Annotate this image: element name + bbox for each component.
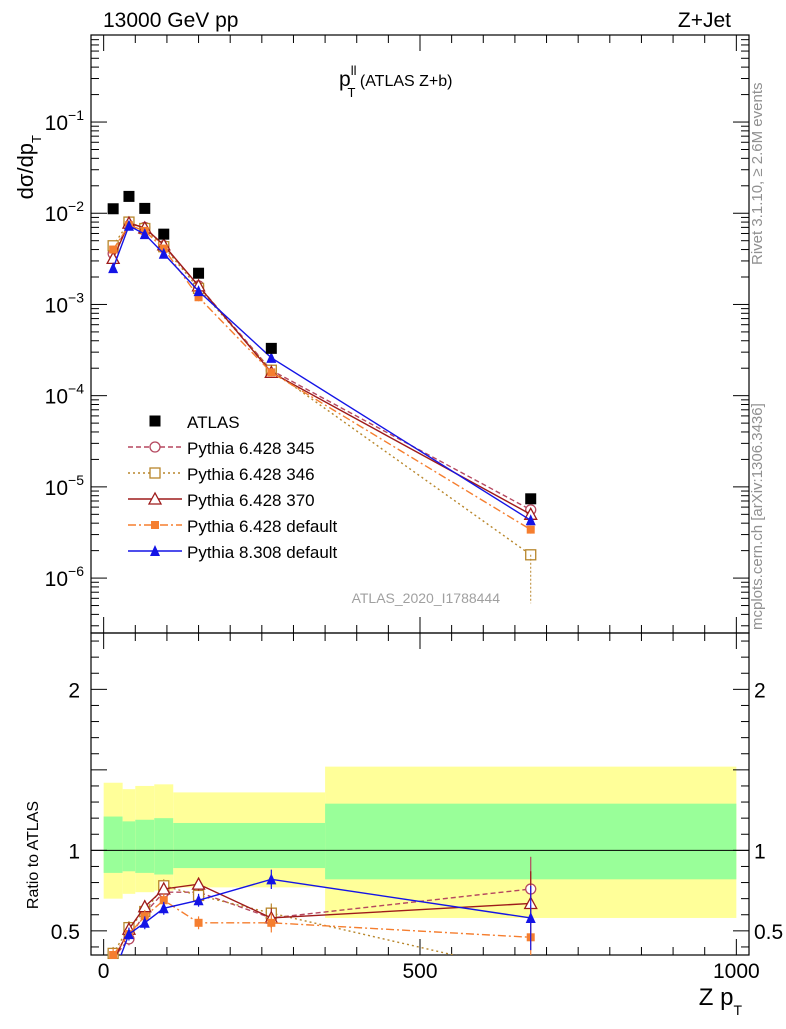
ratio-point xyxy=(267,918,276,927)
x-axis-label-sub: T xyxy=(733,1002,742,1018)
atlas-data-point xyxy=(139,202,151,214)
ratio-point xyxy=(139,916,150,928)
series-point xyxy=(267,368,276,377)
main-panel-marks xyxy=(106,190,538,604)
legend-entry: Pythia 6.428 346 xyxy=(128,465,315,484)
series-point xyxy=(139,228,150,240)
series-point xyxy=(109,245,118,254)
labels: 13000 GeV pp Z+Jet pll T (ATLAS Z+b) dσ/d… xyxy=(13,9,766,1018)
green-band-bin xyxy=(103,816,123,873)
legend-marker xyxy=(149,441,161,453)
legend-entry: Pythia 6.428 370 xyxy=(128,491,315,510)
x-axis-label: Z pT xyxy=(699,984,743,1018)
green-band-bin xyxy=(154,818,174,875)
y-tick-label: 10−2 xyxy=(45,198,85,226)
ratio-y-axis-label: Ratio to ATLAS xyxy=(25,801,42,909)
legend-entry: Pythia 8.308 default xyxy=(128,543,338,562)
legend-entry: Pythia 6.428 345 xyxy=(128,439,315,458)
legend: ATLAS Pythia 6.428 345 Pythia 6.428 346 Pyt… xyxy=(128,413,338,562)
header-right: Z+Jet xyxy=(678,9,731,32)
ratio-point xyxy=(193,894,204,906)
ratio-point xyxy=(158,902,169,914)
legend-label: Pythia 6.428 default xyxy=(187,517,338,536)
green-band-bin xyxy=(135,819,155,873)
ratio-y-tick-label-right: 0.5 xyxy=(754,921,783,944)
ratio-point xyxy=(109,951,118,959)
ratio-panel-marks xyxy=(107,856,538,960)
series-point xyxy=(158,247,169,259)
ratio-point xyxy=(123,928,134,940)
y-tick-label: 10−1 xyxy=(45,107,85,135)
ratio-y-tick-label-right: 2 xyxy=(754,679,766,702)
legend-marker xyxy=(151,521,159,529)
header-left: 13000 GeV pp xyxy=(103,9,238,32)
chart-title: pll T (ATLAS Z+b) xyxy=(339,63,452,100)
watermark: ATLAS_2020_I1788444 xyxy=(352,590,501,606)
ratio-point xyxy=(525,911,536,923)
rivet-label: Rivet 3.1.10, ≥ 2.6M events xyxy=(749,83,766,266)
legend-entry: Pythia 6.428 default xyxy=(128,517,338,536)
chart-title-sub: T xyxy=(347,85,355,100)
legend-label: Pythia 6.428 346 xyxy=(187,465,315,484)
ratio-panel-frame: 0 500 1000 0.5 0.5 1 1 2 2 xyxy=(51,632,783,983)
y-tick-label: 10−5 xyxy=(45,472,85,500)
ratio-y-tick-label-left: 0.5 xyxy=(51,921,80,944)
legend-label: Pythia 6.428 370 xyxy=(187,491,315,510)
series-point xyxy=(193,285,204,297)
legend-marker xyxy=(150,545,160,556)
x-axis-label-main: Z p xyxy=(699,984,734,1011)
chart-title-main: p xyxy=(339,68,351,91)
legend-label: Pythia 8.308 default xyxy=(187,543,338,562)
legend-label: ATLAS xyxy=(187,413,240,432)
atlas-data-point xyxy=(158,228,170,240)
main-panel-frame: 10−6 10−5 10−4 10−3 10−2 10−1 xyxy=(45,34,750,634)
chart-title-sup: ll xyxy=(351,63,357,78)
y-tick-label: 10−3 xyxy=(45,289,85,317)
atlas-data-point xyxy=(193,267,205,279)
ratio-y-tick-label-left: 1 xyxy=(68,840,80,863)
ratio-y-tick-label-right: 1 xyxy=(754,840,766,863)
series-point xyxy=(266,351,277,363)
series-point xyxy=(108,262,119,274)
main-y-axis-label-main: dσ/dp xyxy=(13,143,38,199)
atlas-data-point xyxy=(107,203,119,215)
mcplots-label: mcplots.cern.ch [arXiv:1306.3436] xyxy=(749,403,766,630)
y-tick-label: 10−6 xyxy=(45,563,85,591)
x-tick-label: 0 xyxy=(98,960,110,983)
ratio-point xyxy=(159,896,168,905)
series-line xyxy=(112,224,532,531)
green-band-bin xyxy=(122,821,136,872)
legend-entry-atlas: ATLAS xyxy=(149,413,240,432)
legend-label: Pythia 6.428 345 xyxy=(187,439,315,458)
series-point xyxy=(194,293,203,302)
atlas-data-point xyxy=(265,342,277,354)
series-point xyxy=(525,514,536,526)
series-point xyxy=(526,525,535,534)
main-y-axis-label-sub: T xyxy=(29,135,44,143)
green-band-bin xyxy=(173,822,326,869)
ratio-point xyxy=(194,918,203,927)
legend-marker xyxy=(149,467,161,479)
ratio-uncertainty-bands xyxy=(103,766,737,918)
atlas-data-point xyxy=(123,190,135,202)
ratio-y-tick-label-left: 2 xyxy=(68,679,80,702)
legend-marker-atlas xyxy=(149,415,161,427)
y-tick-label: 10−4 xyxy=(45,381,85,409)
main-y-axis-label: dσ/dpT xyxy=(13,135,44,199)
series-point xyxy=(123,219,134,231)
ratio-point xyxy=(191,876,206,890)
ratio-point xyxy=(266,873,277,885)
chart-title-rest: (ATLAS Z+b) xyxy=(355,73,452,90)
x-tick-label: 500 xyxy=(402,960,437,983)
x-tick-label: 1000 xyxy=(713,960,760,983)
legend-marker xyxy=(147,491,163,505)
atlas-data-point xyxy=(525,493,537,505)
series-line xyxy=(112,221,532,556)
